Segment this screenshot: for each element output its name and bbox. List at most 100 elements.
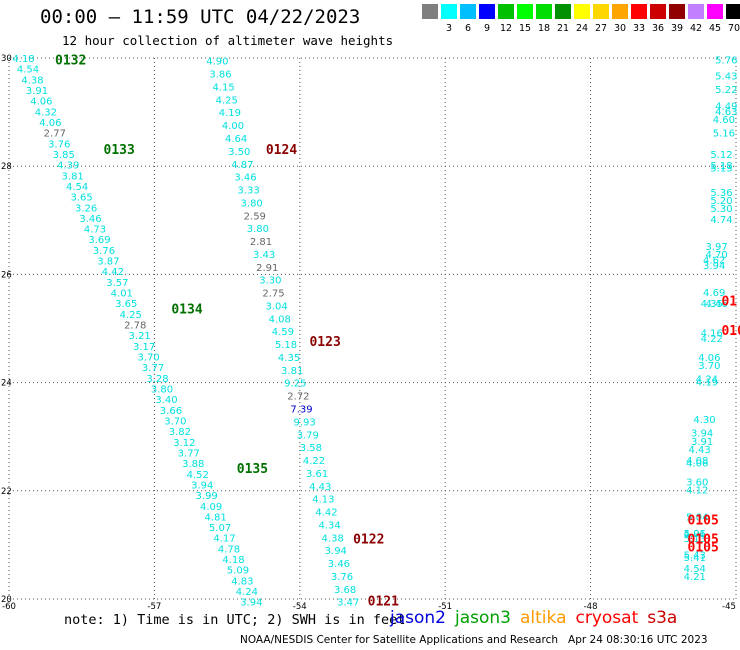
wave-height-value: 3.77 (178, 448, 200, 459)
legend-swatch (669, 4, 685, 19)
wave-height-value: 4.06 (39, 118, 61, 129)
x-tick-label: -57 (147, 602, 161, 612)
wave-height-value: 4.22 (701, 334, 723, 345)
wave-height-value: 4.09 (200, 502, 222, 513)
legend-label: 45 (708, 23, 722, 34)
wave-height-value: 4.43 (309, 482, 331, 493)
legend-swatch (555, 4, 571, 19)
wave-height-value: 3.80 (241, 198, 263, 209)
wave-height-value: 5.16 (713, 128, 735, 139)
wave-height-value: 7.39 (290, 404, 312, 415)
wave-height-value: 3.17 (133, 342, 155, 353)
wave-height-value: 4.32 (35, 107, 57, 118)
legend-label: 18 (537, 23, 551, 34)
wave-height-value: 4.34 (318, 520, 340, 531)
wave-height-value: 4.73 (84, 225, 106, 236)
wave-height-value: 4.01 (111, 289, 133, 300)
wave-height-value: 3.76 (48, 139, 70, 150)
wave-height-value: 4.63 (715, 107, 737, 118)
wave-height-value: 5.36 (710, 188, 732, 199)
wave-height-value: 4.18 (222, 555, 244, 566)
wave-height-value: 4.59 (272, 327, 294, 338)
legend-swatch (460, 4, 476, 19)
legend-swatch (688, 4, 704, 19)
wave-height-value: 3.60 (686, 477, 708, 488)
satellite-jason2: jason2 (390, 608, 446, 628)
wave-height-value: 4.60 (713, 115, 735, 126)
wave-height-value: 4.52 (187, 470, 209, 481)
wave-height-value: 3.76 (93, 246, 115, 257)
wave-height-value: 3.28 (146, 374, 168, 385)
wave-height-value: 2.77 (44, 129, 66, 140)
wave-height-value: 5.13 (684, 534, 706, 545)
wave-height-value: 2.59 (244, 211, 266, 222)
pass-label: 01 (721, 294, 737, 309)
wave-height-value: 4.54 (684, 564, 706, 575)
wave-height-value: 4.35 (701, 299, 723, 310)
wave-height-value: 3.46 (79, 214, 101, 225)
legend-label: 70 (727, 23, 740, 34)
wave-height-value: 3.70 (698, 361, 720, 372)
satellite-jason3: jason3 (455, 608, 511, 628)
pass-label: 0134 (171, 303, 202, 318)
wave-height-value: 5.12 (710, 150, 732, 161)
wave-height-value: 5.20 (710, 196, 732, 207)
pass-label: 0105 (688, 532, 719, 547)
wave-height-value: 4.12 (686, 486, 708, 497)
wave-height-value: 3.50 (228, 147, 250, 158)
wave-height-value: 4.49 (715, 101, 737, 112)
wave-height-value: 4.21 (684, 572, 706, 583)
wave-height-value: 4.06 (698, 353, 720, 364)
wave-height-value: 3.65 (70, 193, 92, 204)
wave-height-value: 3.94 (703, 261, 725, 272)
wave-height-value: 2.91 (256, 263, 278, 274)
wave-height-value: 5.30 (710, 204, 732, 215)
page-subtitle: 12 hour collection of altimeter wave hei… (62, 33, 394, 48)
wave-height-value: 3.66 (160, 406, 182, 417)
wave-height-value: 3.94 (691, 429, 713, 440)
wave-height-value: 5.22 (715, 85, 737, 96)
legend-label: 39 (670, 23, 684, 34)
pass-label: 0105 (688, 541, 719, 556)
wave-height-value: 3.76 (331, 572, 353, 583)
wave-height-value: 4.38 (21, 75, 43, 86)
legend-label: 6 (464, 23, 472, 34)
wave-height-value: 4.64 (225, 134, 247, 145)
y-tick-label: 24 (1, 379, 12, 389)
wave-height-value: 4.78 (218, 544, 240, 555)
wave-height-value: 3.88 (182, 459, 204, 470)
legend-swatch (631, 4, 647, 19)
wave-height-value: 4.46 (705, 299, 727, 310)
legend-swatch (479, 4, 495, 19)
wave-height-value: 3.81 (281, 366, 303, 377)
wave-height-value: 4.74 (710, 215, 732, 226)
satellite-legend: jason2 jason3 altika cryosat s3a (390, 608, 686, 628)
legend-label: 42 (689, 23, 703, 34)
wave-height-value: 3.04 (265, 301, 287, 312)
y-tick-label: 30 (1, 54, 12, 64)
pass-label: 010 (721, 324, 740, 339)
wave-height-value: 4.91 (684, 529, 706, 540)
wave-height-value: 4.16 (701, 329, 723, 340)
wave-height-value: 2.72 (287, 392, 309, 403)
wave-height-value: 3.30 (259, 276, 281, 287)
legend-label: 15 (518, 23, 532, 34)
wave-height-value: 3.21 (129, 331, 151, 342)
page-title: 00:00 – 11:59 UTC 04/22/2023 (40, 6, 361, 28)
y-tick-label: 28 (1, 162, 12, 172)
legend-swatch (726, 4, 740, 19)
wave-height-value: 3.68 (334, 585, 356, 596)
wave-height-value: 4.54 (17, 65, 39, 76)
satellite-s3a: s3a (647, 608, 678, 628)
pass-label: 0123 (309, 335, 340, 350)
pass-label: 0124 (266, 143, 297, 158)
pass-label: 0105 (688, 514, 719, 529)
y-tick-label: 26 (1, 270, 12, 280)
wave-height-value: 4.13 (312, 495, 334, 506)
wave-height-value: 4.35 (278, 353, 300, 364)
legend-swatch (441, 4, 457, 19)
satellite-cryosat: cryosat (575, 608, 639, 628)
wave-height-value: 4.83 (231, 576, 253, 587)
wave-height-value: 2.75 (262, 289, 284, 300)
